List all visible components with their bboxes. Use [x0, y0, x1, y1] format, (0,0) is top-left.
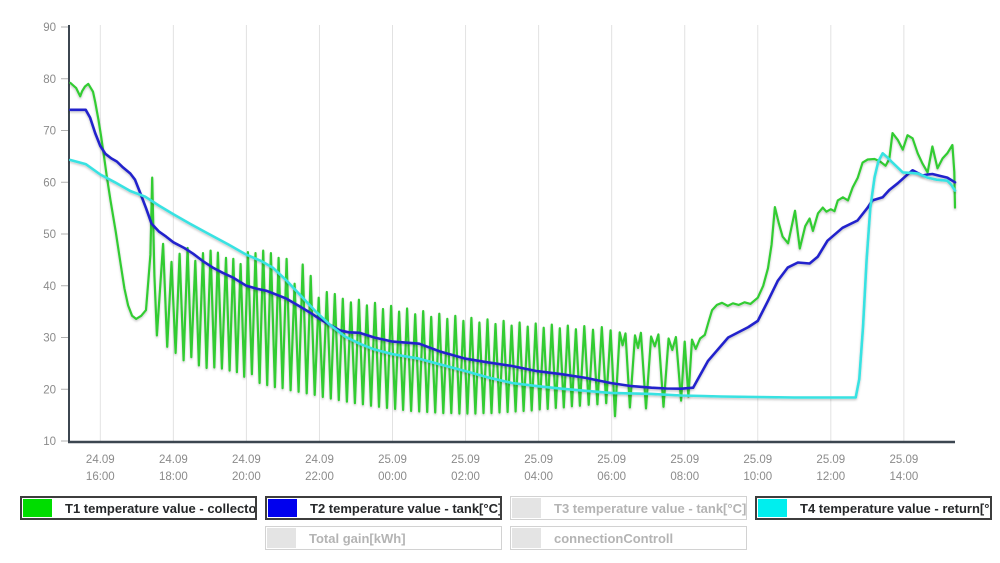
t2-tank-line: [69, 108, 957, 391]
y-tick-label: 40: [43, 281, 56, 293]
y-tick-label: 50: [43, 229, 56, 241]
x-tick-date-label: 24.09: [159, 454, 188, 466]
legend-label: T2 temperature value - tank[°C]: [310, 500, 500, 516]
x-tick-date-label: 25.09: [889, 454, 918, 466]
x-tick-date-label: 24.09: [232, 454, 261, 466]
y-tick-label: 80: [43, 74, 56, 86]
legend-item-t2-tank[interactable]: T2 temperature value - tank[°C]: [265, 496, 502, 520]
x-tick-date-label: 25.09: [597, 454, 626, 466]
x-tick-time-label: 20:00: [232, 471, 261, 483]
x-tick-date-label: 25.09: [451, 454, 480, 466]
x-tick-date-label: 24.09: [305, 454, 334, 466]
t3-color-swatch: [512, 498, 541, 518]
x-tick-time-label: 12:00: [816, 471, 845, 483]
t1-color-swatch: [23, 499, 52, 517]
x-tick-time-label: 10:00: [743, 471, 772, 483]
x-tick-time-label: 14:00: [889, 471, 918, 483]
total-gain-color-swatch: [267, 528, 296, 548]
y-tick-label: 60: [43, 177, 56, 189]
x-tick-date-label: 25.09: [743, 454, 772, 466]
t4-return-line: [69, 152, 957, 399]
x-tick-time-label: 08:00: [670, 471, 699, 483]
connection-controll-color-swatch: [512, 528, 541, 548]
legend-label: T1 temperature value - collector[°C]: [65, 500, 255, 516]
legend-item-total-gain[interactable]: Total gain[kWh]: [265, 526, 502, 550]
t4-color-swatch: [758, 499, 787, 517]
legend-label: T4 temperature value - return[°C]: [800, 500, 990, 516]
temperature-line-chart[interactable]: 10 20 30 40 50 60 70 80 90 24.09 16:00 24.09 18:00 24…: [0, 0, 1000, 492]
t1-collector-line: [69, 81, 957, 418]
x-tick-date-label: 25.09: [524, 454, 553, 466]
x-tick-date-label: 25.09: [378, 454, 407, 466]
legend-label: T3 temperature value - tank[°C]: [554, 500, 746, 516]
t2-color-swatch: [268, 499, 297, 517]
x-tick-date-label: 25.09: [670, 454, 699, 466]
chart-area: 10 20 30 40 50 60 70 80 90 24.09 16:00 24.09 18:00 24…: [0, 0, 1000, 492]
legend-item-connection-controll[interactable]: connectionControll: [510, 526, 747, 550]
x-tick-time-label: 02:00: [451, 471, 480, 483]
chart-legend: T1 temperature value - collector[°C] T2 …: [0, 496, 1000, 550]
y-tick-label: 30: [43, 333, 56, 345]
legend-label: Total gain[kWh]: [309, 530, 406, 546]
y-tick-label: 10: [43, 436, 56, 448]
x-tick-date-label: 24.09: [86, 454, 115, 466]
x-tick-time-label: 00:00: [378, 471, 407, 483]
y-tick-label: 90: [43, 22, 56, 34]
x-tick-time-label: 22:00: [305, 471, 334, 483]
x-tick-time-label: 04:00: [524, 471, 553, 483]
x-tick-time-label: 06:00: [597, 471, 626, 483]
legend-item-t1-collector[interactable]: T1 temperature value - collector[°C]: [20, 496, 257, 520]
x-tick-time-label: 18:00: [159, 471, 188, 483]
y-tick-label: 20: [43, 384, 56, 396]
legend-item-t4-return[interactable]: T4 temperature value - return[°C]: [755, 496, 992, 520]
x-tick-date-label: 25.09: [816, 454, 845, 466]
legend-label: connectionControll: [554, 530, 674, 546]
x-tick-time-label: 16:00: [86, 471, 115, 483]
legend-item-t3-tank[interactable]: T3 temperature value - tank[°C]: [510, 496, 747, 520]
y-tick-label: 70: [43, 126, 56, 138]
